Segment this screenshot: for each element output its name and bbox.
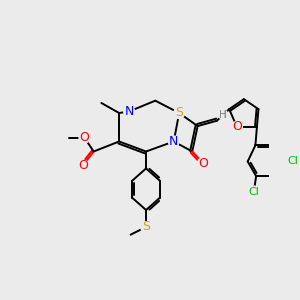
- Text: O: O: [198, 157, 208, 169]
- Circle shape: [198, 158, 208, 168]
- Circle shape: [218, 110, 228, 119]
- Text: O: O: [232, 120, 242, 134]
- Circle shape: [79, 132, 90, 143]
- Text: Cl: Cl: [248, 187, 259, 196]
- Text: S: S: [175, 106, 183, 119]
- Circle shape: [168, 136, 179, 147]
- Text: Cl: Cl: [287, 156, 298, 166]
- Text: H: H: [219, 110, 227, 119]
- Text: S: S: [142, 220, 150, 233]
- Circle shape: [174, 108, 184, 118]
- Text: N: N: [169, 135, 178, 148]
- Circle shape: [232, 122, 242, 132]
- Text: H: H: [219, 110, 227, 119]
- Text: N: N: [124, 105, 134, 118]
- Circle shape: [248, 186, 259, 197]
- Circle shape: [124, 106, 134, 117]
- Circle shape: [287, 155, 298, 166]
- Text: O: O: [78, 159, 88, 172]
- Circle shape: [77, 160, 88, 171]
- Text: O: O: [80, 131, 89, 144]
- Circle shape: [141, 222, 152, 232]
